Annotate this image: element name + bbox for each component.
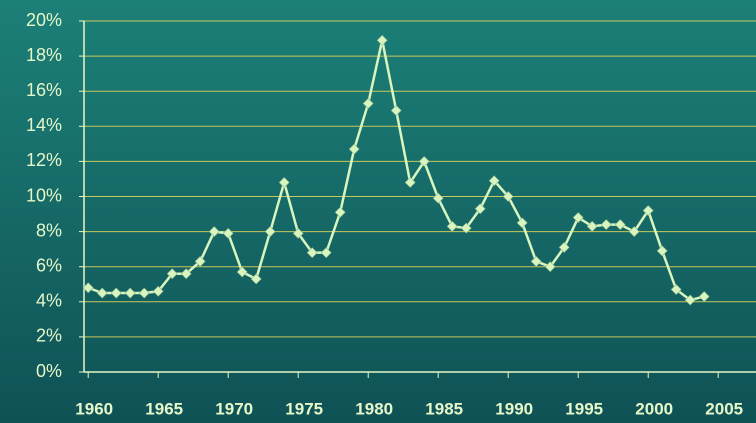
marker xyxy=(446,220,458,232)
marker xyxy=(236,266,248,278)
marker xyxy=(628,226,640,238)
marker xyxy=(474,203,486,215)
y-tick-label: 6% xyxy=(36,255,62,275)
marker xyxy=(572,212,584,223)
y-tick-label: 12% xyxy=(26,150,62,170)
marker xyxy=(670,284,682,295)
y-tick-label: 18% xyxy=(26,45,62,65)
marker xyxy=(264,226,276,238)
x-tick-label: 1965 xyxy=(145,399,183,418)
marker xyxy=(586,220,598,232)
y-tick-label: 0% xyxy=(36,361,62,381)
marker xyxy=(432,192,444,204)
x-tick-label: 1970 xyxy=(215,399,253,418)
marker xyxy=(390,105,402,116)
marker xyxy=(404,177,416,188)
marker xyxy=(698,291,710,302)
marker xyxy=(96,287,108,299)
marker xyxy=(292,227,304,239)
y-tick-label: 16% xyxy=(26,80,62,100)
x-tick-label: 2000 xyxy=(635,399,673,418)
marker xyxy=(656,245,668,257)
marker xyxy=(376,34,388,46)
x-tick-label: 1990 xyxy=(495,399,533,418)
marker xyxy=(194,256,206,267)
marker xyxy=(334,206,346,218)
marker xyxy=(558,241,570,253)
x-tick-label: 1980 xyxy=(355,399,393,418)
marker xyxy=(180,268,192,280)
marker xyxy=(530,256,542,267)
marker xyxy=(502,191,514,202)
marker xyxy=(278,177,290,188)
x-tick-label: 1995 xyxy=(565,399,603,418)
marker xyxy=(110,287,122,299)
marker xyxy=(684,294,696,306)
y-tick-label: 10% xyxy=(26,185,62,205)
y-tick-label: 4% xyxy=(36,291,62,311)
marker xyxy=(152,285,164,297)
y-tick-label: 20% xyxy=(26,10,62,30)
marker xyxy=(544,261,556,273)
marker xyxy=(124,287,136,299)
marker xyxy=(306,247,318,259)
marker xyxy=(250,273,262,285)
y-tick-label: 14% xyxy=(26,115,62,135)
marker xyxy=(460,222,472,234)
marker xyxy=(418,155,430,167)
marker xyxy=(600,219,612,231)
y-tick-label: 8% xyxy=(36,220,62,240)
marker xyxy=(222,227,234,239)
marker xyxy=(516,217,528,229)
x-tick-label: 2005 xyxy=(705,399,743,418)
y-tick-label: 2% xyxy=(36,326,62,346)
x-tick-label: 1975 xyxy=(285,399,323,418)
x-tick-label: 1960 xyxy=(75,399,113,418)
marker xyxy=(82,282,94,294)
marker xyxy=(642,205,654,216)
x-tick-label: 1985 xyxy=(425,399,463,418)
marker xyxy=(166,268,178,280)
marker xyxy=(488,175,500,187)
marker xyxy=(208,226,220,238)
marker xyxy=(348,143,360,155)
marker xyxy=(138,287,150,299)
marker xyxy=(320,247,332,259)
marker xyxy=(362,98,374,109)
marker xyxy=(614,219,626,231)
